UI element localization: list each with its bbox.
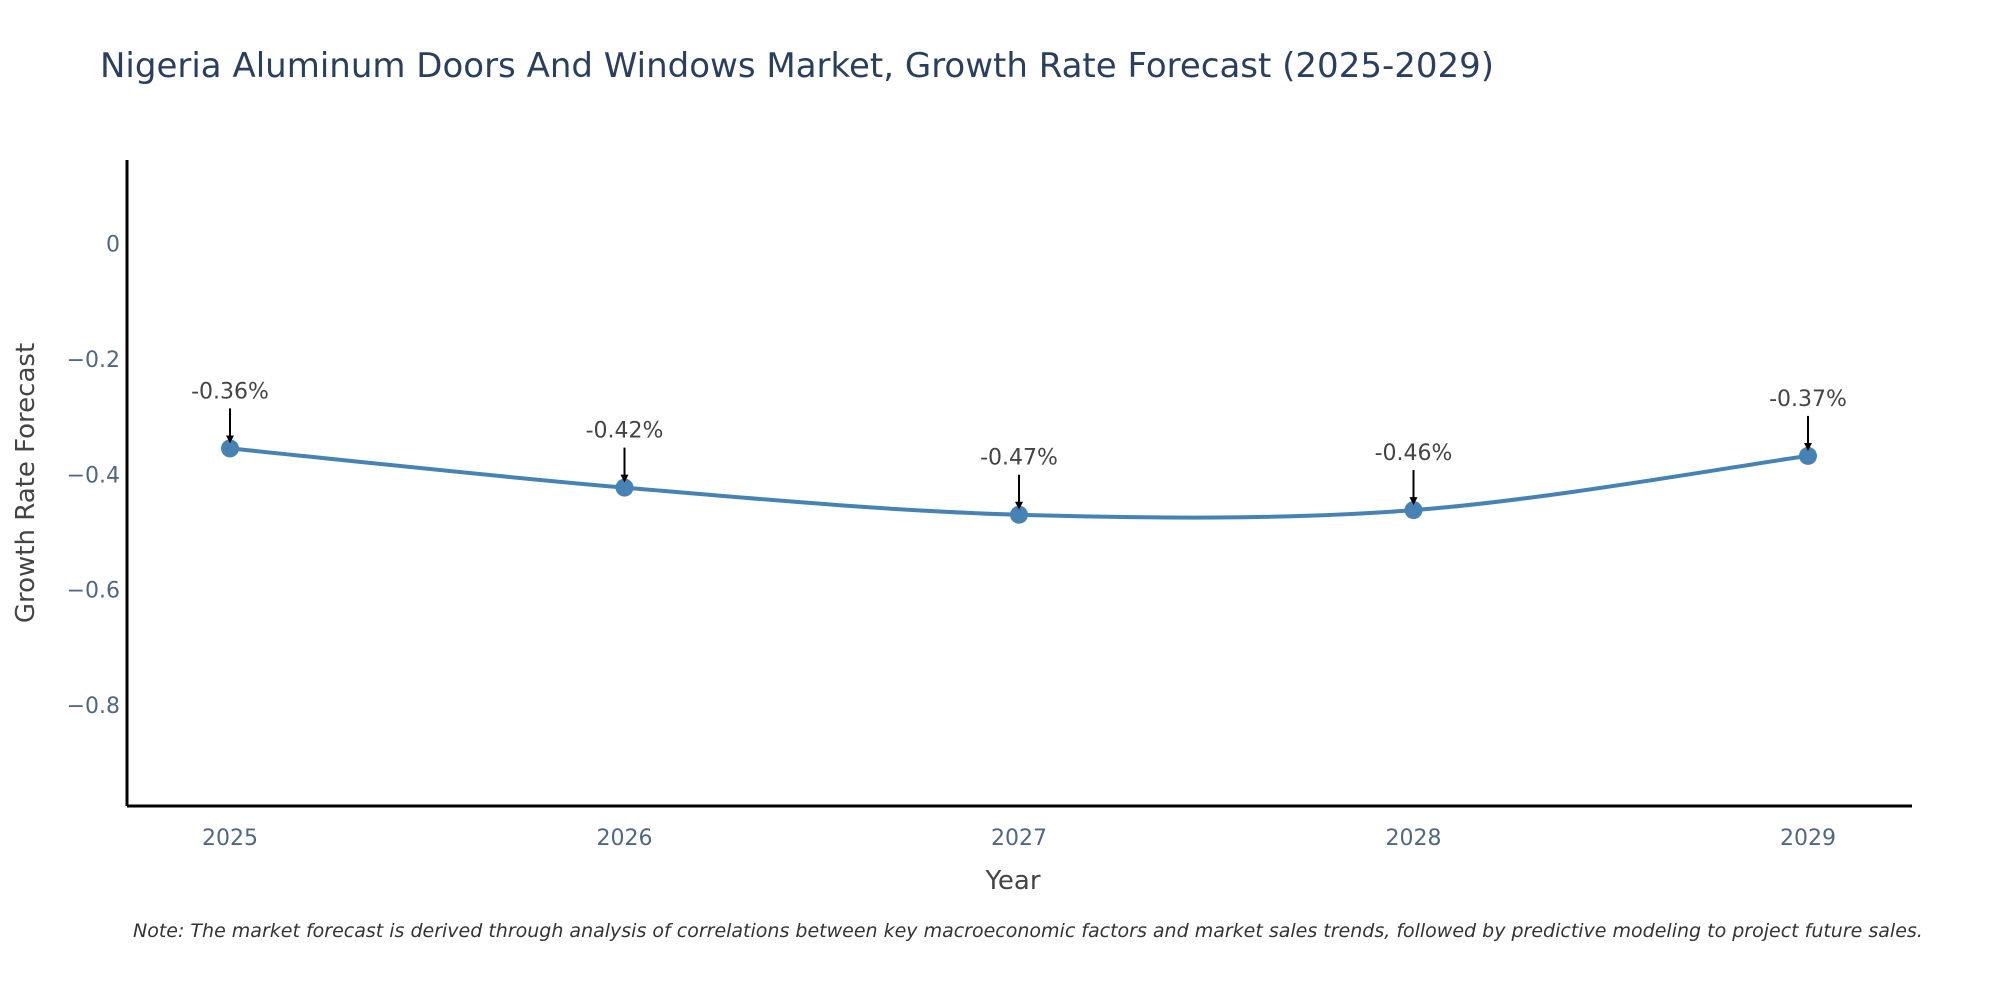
data-label: -0.42% (586, 419, 664, 444)
x-tick-label: 2028 (1386, 826, 1442, 851)
data-labels-layer: -0.36% -0.42% -0.47% -0.46% -0.37% (191, 379, 1847, 510)
x-axis-title: Year (984, 866, 1040, 896)
ticks-layer: 0 −0.2 −0.4 −0.6 −0.8 2025 2026 2027 2028 2029 (67, 233, 1836, 851)
x-tick-label: 2029 (1780, 826, 1836, 851)
y-tick-label: −0.4 (67, 463, 120, 488)
data-point[interactable] (615, 478, 634, 497)
x-tick-label: 2027 (991, 826, 1047, 851)
y-tick-label: 0 (106, 233, 120, 258)
series-layer (221, 439, 1817, 524)
y-tick-label: −0.2 (67, 348, 120, 373)
data-point[interactable] (1010, 505, 1028, 524)
y-tick-label: −0.8 (67, 694, 120, 719)
x-tick-label: 2025 (202, 826, 258, 851)
data-label: -0.37% (1769, 387, 1847, 412)
data-point[interactable] (1404, 501, 1423, 520)
data-label: -0.46% (1375, 441, 1453, 466)
footnote: Note: The market forecast is derived thr… (133, 920, 1923, 942)
data-point[interactable] (1799, 446, 1817, 465)
chart-title: Nigeria Aluminum Doors And Windows Marke… (100, 46, 1495, 86)
data-label: -0.47% (980, 446, 1058, 471)
data-point[interactable] (221, 439, 239, 458)
x-tick-label: 2026 (597, 826, 653, 851)
axes-layer (125, 160, 1912, 808)
data-label: -0.36% (191, 379, 269, 404)
y-axis-title: Growth Rate Forecast (11, 343, 41, 623)
y-tick-label: −0.6 (67, 579, 120, 604)
